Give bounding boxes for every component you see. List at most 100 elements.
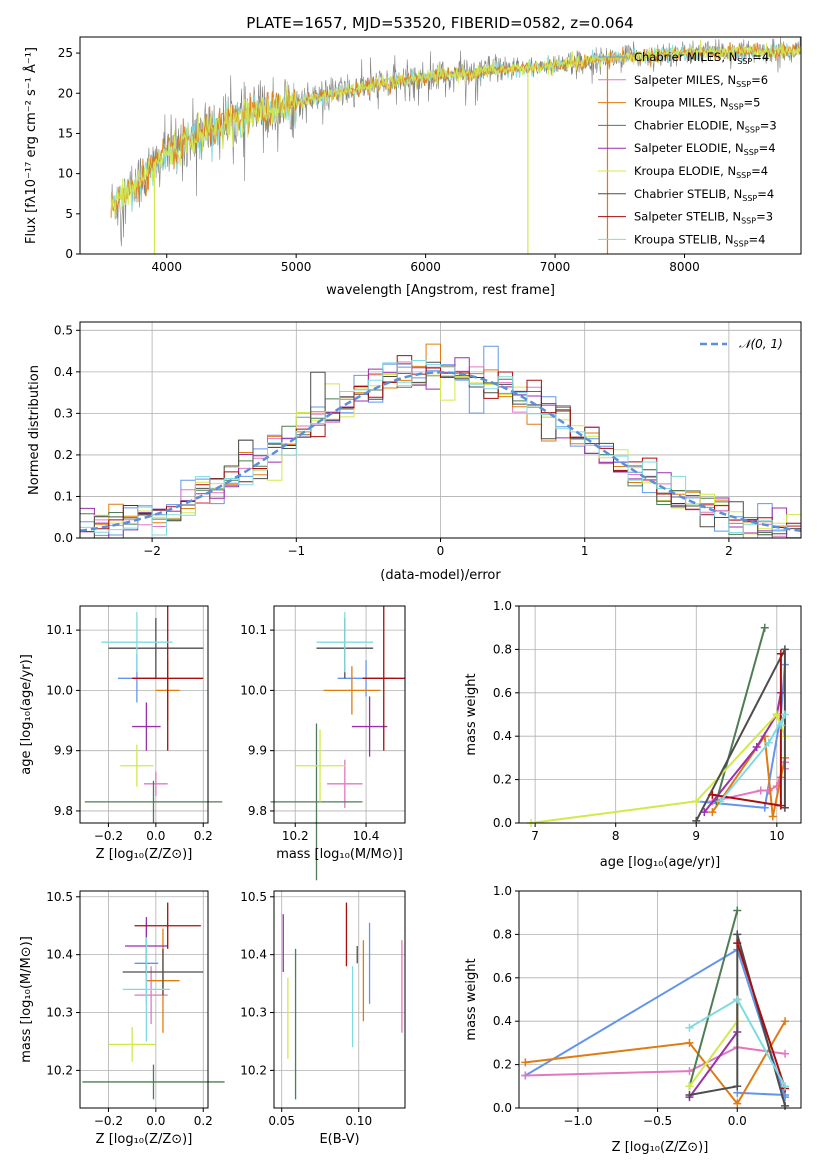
plot-frame bbox=[79, 605, 209, 824]
weight-series-line bbox=[688, 910, 739, 1087]
weight-series-marker bbox=[768, 812, 777, 821]
weight-series-marker bbox=[733, 1099, 742, 1108]
residual-panel: −2 −1 0 1 2 0.0 0.1 0.2 0.3 0.4 0.5 (data-model)/er… bbox=[27, 321, 802, 583]
y-tick-label: 10.2 bbox=[46, 1063, 73, 1077]
weight-series-line bbox=[525, 1046, 786, 1077]
x-axis-label: mass [log₁₀(M/M⊙)] bbox=[276, 847, 403, 862]
y-tick-label: 0.8 bbox=[493, 642, 512, 656]
age-vs-mass-panel: 10.2 10.4 9.8 9.9 10.0 10.1 mass [log₁₀(M/M⊙)] bbox=[240, 605, 406, 881]
legend-entry: Salpeter MILES, NSSP=6 bbox=[634, 73, 768, 89]
y-tick-label: 0.3 bbox=[54, 406, 73, 420]
weight-series-marker bbox=[685, 1038, 694, 1047]
y-tick-label: 0.2 bbox=[54, 448, 73, 462]
y-tick-label: 9.9 bbox=[248, 744, 267, 758]
y-tick-label: 0.2 bbox=[493, 773, 512, 787]
x-tick-label: 9 bbox=[692, 829, 700, 843]
weight-series-marker bbox=[781, 1017, 790, 1026]
plot-frame bbox=[273, 890, 406, 1109]
spectrum-lines bbox=[110, 37, 801, 254]
legend-entry: Kroupa STELIB, NSSP=4 bbox=[634, 232, 765, 248]
x-tick-label: 7 bbox=[531, 829, 539, 843]
residual-histogram bbox=[80, 360, 801, 536]
y-tick-label: 0.2 bbox=[493, 1058, 512, 1072]
y-tick-label: 10.5 bbox=[240, 890, 267, 904]
figure-title: PLATE=1657, MJD=53520, FIBERID=0582, z=0… bbox=[246, 14, 633, 32]
x-axis-label: Z [log₁₀(Z/Z⊙)] bbox=[96, 1132, 193, 1147]
x-tick-label: −1 bbox=[287, 544, 305, 558]
x-tick-label: 8000 bbox=[669, 260, 700, 274]
y-tick-label: 10.0 bbox=[46, 683, 73, 697]
y-tick-label: 0.0 bbox=[493, 1101, 512, 1115]
x-axis-label: wavelength [Angstrom, rest frame] bbox=[326, 283, 555, 298]
weight-series-marker bbox=[760, 623, 769, 632]
plot-frame bbox=[273, 605, 406, 824]
weight-series-marker bbox=[764, 738, 773, 747]
y-tick-label: 25 bbox=[58, 46, 73, 60]
y-tick-label: 10.1 bbox=[46, 623, 73, 637]
weight-series-line bbox=[696, 664, 786, 809]
y-tick-label: 0.5 bbox=[54, 323, 73, 337]
y-tick-label: 10.5 bbox=[46, 890, 73, 904]
weight-series-marker bbox=[760, 803, 769, 812]
y-tick-label: 0 bbox=[65, 247, 73, 261]
legend-entry: Kroupa MILES, NSSP=5 bbox=[634, 96, 760, 112]
y-tick-label: 10.1 bbox=[240, 623, 267, 637]
y-tick-label: 10.0 bbox=[240, 683, 267, 697]
y-tick-label: 20 bbox=[58, 86, 73, 100]
y-tick-label: 15 bbox=[58, 126, 73, 140]
mass-vs-ebv-panel: 0.05 0.10 10.2 10.3 10.4 10.5 E(B-V) bbox=[240, 890, 406, 1147]
weight-series-marker bbox=[685, 1090, 694, 1099]
y-tick-label: 0.0 bbox=[54, 531, 73, 545]
y-tick-label: 0.4 bbox=[493, 1014, 512, 1028]
y-tick-label: 1.0 bbox=[493, 884, 512, 898]
x-tick-label: 0.0 bbox=[146, 829, 165, 843]
x-tick-label: 10.2 bbox=[282, 829, 309, 843]
y-tick-label: 10.3 bbox=[46, 1006, 73, 1020]
residual-histogram bbox=[80, 374, 801, 539]
weight-series-marker bbox=[781, 1082, 790, 1091]
legend-entry: Salpeter ELODIE, NSSP=4 bbox=[634, 141, 776, 157]
x-tick-label: 10.4 bbox=[353, 829, 380, 843]
y-tick-label: 10.2 bbox=[240, 1063, 267, 1077]
weight-series-marker bbox=[772, 710, 781, 719]
weight-series-marker bbox=[692, 797, 701, 806]
weight-series-marker bbox=[781, 1101, 790, 1110]
weight-series-marker bbox=[716, 797, 725, 806]
age-vs-Z-panel: −0.2 0.0 0.2 9.8 9.9 10.0 10.1 Z [log₁₀(Z/Z⊙)] a… bbox=[19, 605, 223, 862]
y-tick-label: 9.8 bbox=[248, 804, 267, 818]
weight-series-marker bbox=[781, 1049, 790, 1058]
legend-entry: Chabrier STELIB, NSSP=4 bbox=[634, 187, 774, 203]
x-tick-label: 8 bbox=[612, 829, 620, 843]
y-axis-label: mass [log₁₀(M/M⊙)] bbox=[19, 936, 34, 1063]
x-tick-label: 10 bbox=[769, 829, 784, 843]
x-tick-label: 1 bbox=[581, 544, 589, 558]
y-tick-label: 0.8 bbox=[493, 927, 512, 941]
x-tick-label: 0.0 bbox=[146, 1114, 165, 1128]
y-tick-label: 5 bbox=[65, 207, 73, 221]
weight-series-line bbox=[715, 627, 766, 802]
weight-vs-age-panel: 7 8 9 10 0.0 0.2 0.4 0.6 0.8 1.0 age [log₁₀(age/yr… bbox=[464, 599, 802, 870]
x-axis-label: Z [log₁₀(Z/Z⊙)] bbox=[612, 1140, 709, 1155]
x-axis-label: Z [log₁₀(Z/Z⊙)] bbox=[96, 847, 193, 862]
x-tick-label: −0.5 bbox=[643, 1114, 672, 1128]
weight-series-line bbox=[703, 692, 782, 813]
weight-series-marker bbox=[733, 930, 742, 939]
weight-series-marker bbox=[733, 939, 742, 948]
legend-entry: 𝒩(0, 1) bbox=[739, 337, 783, 351]
weight-series-line bbox=[736, 942, 787, 1089]
y-tick-label: 0.6 bbox=[493, 971, 512, 985]
plot-frame bbox=[79, 890, 209, 1109]
x-tick-label: −0.2 bbox=[94, 1114, 123, 1128]
x-tick-label: 0.0 bbox=[728, 1114, 747, 1128]
x-axis-label: E(B-V) bbox=[319, 1132, 359, 1147]
plot-frame bbox=[79, 36, 802, 255]
mass-vs-Z-panel: −0.2 0.0 0.2 10.2 10.3 10.4 10.5 Z [log₁₀(Z/Z⊙)… bbox=[19, 890, 225, 1147]
weight-series-marker bbox=[764, 786, 773, 795]
weight-series-marker bbox=[776, 801, 785, 810]
x-tick-label: −2 bbox=[143, 544, 161, 558]
x-tick-label: 0.05 bbox=[268, 1114, 295, 1128]
x-tick-label: −1.0 bbox=[563, 1114, 592, 1128]
y-tick-label: 9.9 bbox=[54, 744, 73, 758]
weight-series-marker bbox=[780, 803, 789, 812]
